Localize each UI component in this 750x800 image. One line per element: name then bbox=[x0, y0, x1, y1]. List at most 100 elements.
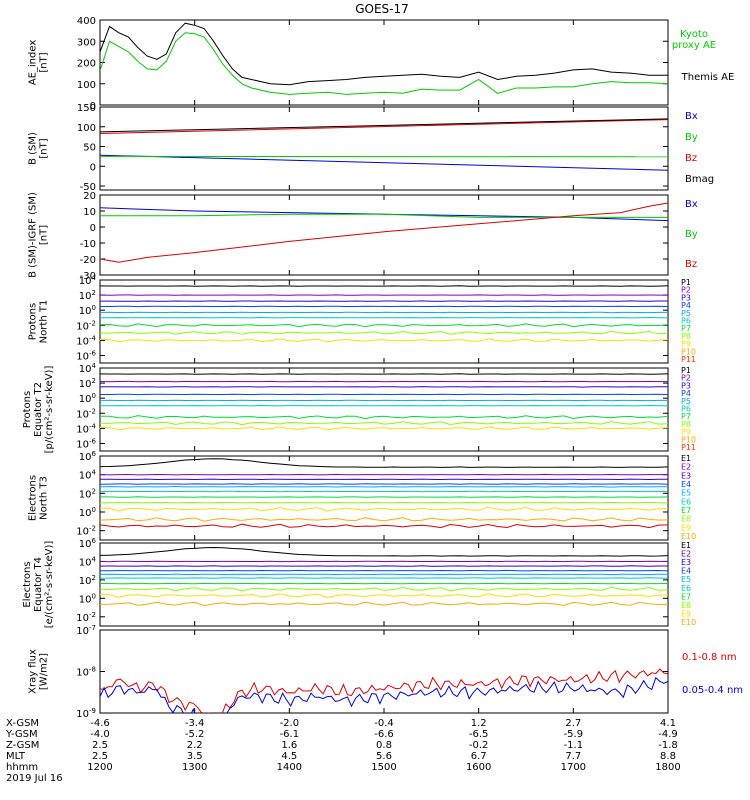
table-cell: 1.6 bbox=[281, 740, 297, 751]
channel-line-4 bbox=[100, 483, 668, 485]
y-tick-label: 200 bbox=[77, 59, 96, 70]
y-tick-label: 104 bbox=[79, 469, 97, 482]
table-cell: 8.8 bbox=[660, 751, 676, 762]
channel-line-9 bbox=[100, 338, 668, 343]
y-tick-label: 104 bbox=[79, 362, 97, 375]
panel-pn: 104 102 100 10-2 10-4 10-6 ProtonsNorth T1 P1P2… bbox=[28, 274, 697, 364]
legend-e2: E2 bbox=[681, 463, 691, 472]
legend-p11: P11 bbox=[681, 355, 696, 364]
channel-line-5 bbox=[100, 485, 668, 488]
legend-p9: P9 bbox=[681, 428, 691, 437]
channel-line-7 bbox=[100, 323, 668, 328]
table-cell: 1300 bbox=[182, 762, 207, 773]
channel-line-9 bbox=[100, 506, 668, 512]
legend-e5: E5 bbox=[681, 575, 691, 584]
table-cell: -6.1 bbox=[280, 729, 300, 740]
legend-e1: E1 bbox=[681, 454, 691, 463]
table-cell: 6.7 bbox=[471, 751, 487, 762]
y-tick-label: 0 bbox=[90, 223, 96, 234]
y-tick-label: -30 bbox=[80, 271, 96, 282]
channel-line-11 bbox=[100, 523, 668, 529]
legend-e1: E1 bbox=[681, 541, 691, 550]
legend-e5: E5 bbox=[681, 489, 691, 498]
y-tick-label: 106 bbox=[79, 450, 97, 463]
legend-p7: P7 bbox=[681, 412, 691, 421]
legend-bmag: Bmag bbox=[685, 174, 714, 185]
legend-p10: P10 bbox=[681, 435, 696, 444]
series-0-1-0-8-nm bbox=[100, 668, 668, 713]
table-cell: 2.2 bbox=[187, 740, 203, 751]
y-tick-label: 106 bbox=[79, 537, 97, 550]
legend-e6: E6 bbox=[681, 584, 691, 593]
table-cell: 1500 bbox=[371, 762, 396, 773]
table-cell: 2.5 bbox=[92, 751, 108, 762]
channel-line-3 bbox=[100, 386, 668, 388]
table-cell: -6.5 bbox=[469, 729, 489, 740]
legend-e4: E4 bbox=[681, 567, 691, 576]
panel-frame bbox=[99, 106, 669, 191]
series-group bbox=[100, 118, 668, 171]
panel-frame bbox=[99, 455, 669, 541]
y-axis-label: ProtonsEquator T2[p/(cm²-s-sr-keV)] bbox=[22, 366, 55, 454]
series-kyoto-proxy-ae bbox=[100, 32, 668, 95]
channel-line-8 bbox=[100, 330, 668, 335]
channel-line-3 bbox=[100, 478, 668, 481]
panel-bsm: 150 100 50 0 -50 B (SM)[nT] Bx By Bz Bmag bbox=[28, 103, 715, 193]
y-tick-label: 0 bbox=[90, 162, 96, 173]
panel-frame bbox=[99, 367, 669, 452]
legend-p6: P6 bbox=[681, 405, 691, 414]
y-tick-label: 10-2 bbox=[76, 319, 96, 332]
channel-line-10 bbox=[100, 517, 668, 522]
panel-frame bbox=[99, 629, 669, 714]
series-0-05-0-4-nm bbox=[100, 676, 668, 713]
y-tick-label: 102 bbox=[79, 574, 96, 587]
y-axis-label: ElectronsNorth T3 bbox=[28, 475, 50, 521]
panel-frame bbox=[99, 279, 669, 364]
legend-p5: P5 bbox=[681, 397, 691, 406]
table-cell: 2.5 bbox=[92, 740, 108, 751]
table-cell: 1.2 bbox=[471, 718, 487, 729]
row-label: X-GSM bbox=[6, 718, 39, 729]
legend-p11: P11 bbox=[681, 443, 696, 452]
y-axis-label: Xray flux[W/m2] bbox=[28, 649, 50, 694]
channel-line-2 bbox=[100, 473, 668, 476]
channel-line-7 bbox=[100, 496, 668, 498]
y-axis-label: ProtonsNorth T1 bbox=[28, 300, 50, 344]
channel-line-6 bbox=[100, 490, 668, 493]
row-label: Y-GSM bbox=[5, 729, 38, 740]
y-tick-label: 102 bbox=[79, 377, 96, 390]
y-tick-label: 100 bbox=[77, 80, 96, 91]
legend-p6: P6 bbox=[681, 317, 691, 326]
legend-e3: E3 bbox=[681, 558, 691, 567]
row-label: MLT bbox=[6, 751, 26, 762]
legend-e7: E7 bbox=[681, 506, 691, 515]
y-tick-label: 0 bbox=[90, 101, 96, 112]
legend-p1: P1 bbox=[681, 366, 691, 375]
channel-line-3 bbox=[100, 565, 668, 567]
channel-line-10 bbox=[100, 601, 668, 607]
series-bx bbox=[100, 154, 668, 171]
legend-p7: P7 bbox=[681, 324, 691, 333]
legend-e10: E10 bbox=[681, 618, 696, 627]
series-group bbox=[100, 668, 668, 713]
y-tick-label: 102 bbox=[79, 289, 96, 302]
legend-p9: P9 bbox=[681, 340, 691, 349]
y-tick-label: 10-6 bbox=[76, 437, 96, 450]
legend-bz: Bz bbox=[685, 153, 697, 164]
legend-p2: P2 bbox=[681, 286, 691, 295]
legend-by: By bbox=[685, 132, 698, 143]
y-tick-label: 104 bbox=[79, 555, 97, 568]
channel-line-8 bbox=[100, 501, 668, 504]
table-cell: -4.9 bbox=[658, 729, 678, 740]
legend-by: By bbox=[685, 229, 698, 240]
legend-p2: P2 bbox=[681, 374, 691, 383]
table-cell: -0.4 bbox=[374, 718, 394, 729]
channel-line-1 bbox=[100, 458, 668, 468]
table-cell: 2.7 bbox=[565, 718, 581, 729]
table-cell: 7.7 bbox=[565, 751, 581, 762]
legend-e8: E8 bbox=[681, 515, 691, 524]
